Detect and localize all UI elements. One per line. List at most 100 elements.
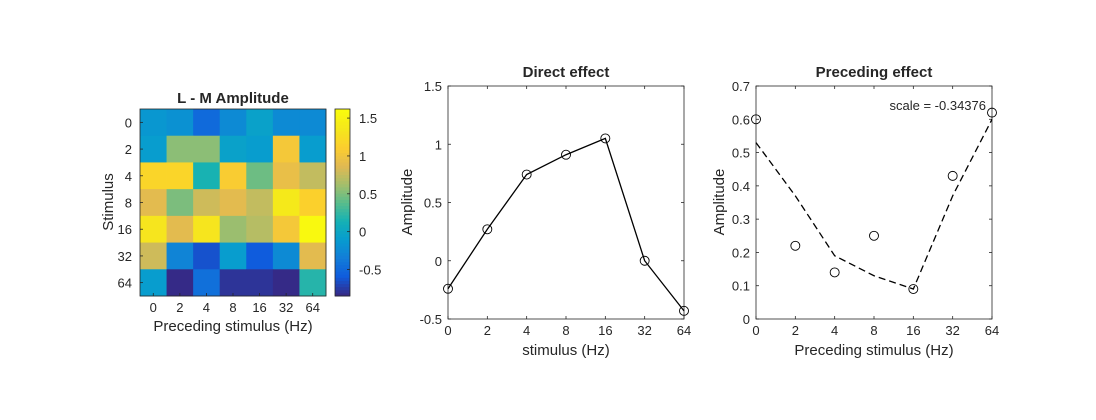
- colorbar-segment: [335, 112, 350, 116]
- direct-effect-point: [561, 149, 571, 160]
- preceding-effect-point: [947, 170, 958, 181]
- heatmap-panel: L - M Amplitude 0 2 4 8 16 32 64 0 2 4 8 16 32 64 Pr…: [100, 90, 381, 335]
- preceding-effect-x-label: Preceding stimulus (Hz): [794, 342, 953, 359]
- heatmap-cell: [166, 189, 194, 217]
- direct-effect-x-tick-label: 16: [598, 323, 612, 338]
- heatmap-cell: [193, 269, 221, 297]
- heatmap-cell: [166, 215, 194, 243]
- preceding-effect-y-tick-label: 0.4: [732, 179, 750, 194]
- direct-effect-x-ticks: 0 2 4 8 16 32 64: [444, 86, 691, 338]
- colorbar-tick-label: 0: [359, 225, 366, 240]
- heatmap-cell: [219, 135, 247, 163]
- colorbar-box: [334, 108, 351, 297]
- colorbar-segment: [335, 239, 350, 244]
- heatmap-cell: [299, 162, 327, 190]
- heatmap-cell: [246, 189, 274, 217]
- preceding-effect-x-tick-label: 0: [752, 323, 759, 338]
- heatmap-x-tick-label: 2: [176, 300, 183, 315]
- heatmap-cell: [140, 109, 167, 137]
- heatmap-cell: [272, 109, 300, 137]
- colorbar-segment: [335, 137, 350, 141]
- colorbar-segment: [335, 202, 350, 207]
- heatmap-x-ticks: 0 2 4 8 16 32 64: [150, 293, 320, 315]
- heatmap-cell: [246, 135, 274, 163]
- colorbar-segment: [335, 171, 350, 175]
- heatmap-y-tick-label: 0: [125, 115, 132, 130]
- heatmap-x-tick-label: 16: [252, 300, 266, 315]
- preceding-effect-point: [751, 114, 761, 125]
- direct-effect-panel: Direct effect 0 2 4 8 16 32 64 -0.500.511.5 st…: [399, 64, 691, 359]
- heatmap-cell: [246, 269, 274, 297]
- heatmap-cell: [272, 162, 300, 190]
- preceding-effect-y-tick-label: 0.7: [732, 79, 750, 94]
- preceding-effect-point: [869, 230, 879, 241]
- direct-effect-x-label: stimulus (Hz): [522, 342, 610, 359]
- heatmap-cell: [140, 215, 167, 243]
- heatmap-cell: [166, 109, 194, 137]
- heatmap-cell: [246, 242, 274, 270]
- colorbar-segment: [335, 264, 350, 269]
- heatmap-cell: [219, 215, 247, 243]
- heatmap-cell: [193, 135, 221, 163]
- direct-effect-y-ticks: -0.5 0 0.5 1 1.5: [420, 79, 684, 327]
- colorbar-segment: [335, 155, 350, 160]
- colorbar-segment: [335, 118, 350, 122]
- direct-effect-x-tick-label: 32: [637, 323, 651, 338]
- colorbar-segment: [335, 143, 350, 147]
- direct-effect-x-tick-label: 2: [484, 323, 491, 338]
- direct-effect-point: [482, 224, 493, 235]
- colorbar-tick-label: 0.5: [359, 187, 377, 202]
- colorbar-segment: [335, 292, 350, 297]
- heatmap-cell: [272, 215, 300, 243]
- colorbar-segment: [335, 161, 350, 166]
- colorbar-segment: [335, 227, 350, 232]
- colorbar-segment: [335, 230, 350, 235]
- preceding-effect-x-tick-label: 64: [985, 323, 999, 338]
- colorbar-segment: [335, 127, 350, 132]
- heatmap-cell: [246, 109, 274, 137]
- preceding-effect-x-tick-label: 32: [945, 323, 959, 338]
- heatmap-cell: [193, 109, 221, 137]
- colorbar-segment: [335, 149, 350, 154]
- heatmap-cell: [272, 189, 300, 217]
- heatmap-x-label: Preceding stimulus (Hz): [153, 318, 312, 335]
- colorbar-segment: [335, 174, 350, 179]
- colorbar-segment: [335, 183, 350, 188]
- colorbar-segment: [335, 186, 350, 191]
- heatmap-x-tick-label: 8: [229, 300, 236, 315]
- colorbar-segment: [335, 199, 350, 203]
- heatmap-cell: [246, 215, 274, 243]
- heatmap-cell: [193, 215, 221, 243]
- colorbar-segment: [335, 158, 350, 163]
- colorbar-segment: [335, 211, 350, 216]
- colorbar-tick-label: 1: [359, 149, 366, 164]
- colorbar-segment: [335, 146, 350, 151]
- heatmap-cell: [219, 269, 247, 297]
- heatmap-cell: [272, 269, 300, 297]
- heatmap-x-tick-label: 64: [305, 300, 319, 315]
- preceding-effect-y-label: Amplitude: [711, 169, 728, 236]
- colorbar-segment: [335, 152, 350, 157]
- heatmap-cell: [246, 162, 274, 190]
- heatmap-x-tick-label: 0: [150, 300, 157, 315]
- preceding-effect-y-tick-label: 0.5: [732, 146, 750, 161]
- preceding-effect-point: [987, 107, 997, 118]
- heatmap-cell: [193, 242, 221, 270]
- colorbar-segment: [335, 246, 350, 250]
- direct-effect-plot: [443, 133, 689, 316]
- heatmap-cell: [166, 242, 194, 270]
- colorbar-segment: [335, 286, 350, 291]
- heatmap-cell: [272, 242, 300, 270]
- colorbar-segment: [335, 283, 350, 288]
- direct-effect-x-tick-label: 4: [523, 323, 530, 338]
- preceding-effect-y-tick-label: 0: [743, 312, 750, 327]
- colorbar-segment: [335, 280, 350, 285]
- heatmap-cell: [299, 189, 327, 217]
- preceding-effect-axes-box: [755, 85, 993, 320]
- direct-effect-y-tick-label: 0: [435, 254, 442, 269]
- heatmap-cell: [193, 189, 221, 217]
- heatmap-cell: [299, 135, 327, 163]
- preceding-effect-y-ticks: 0 0.1 0.2 0.3 0.4 0.5 0.6 0.7: [732, 79, 992, 327]
- preceding-effect-x-tick-label: 2: [792, 323, 799, 338]
- direct-effect-point: [639, 255, 650, 266]
